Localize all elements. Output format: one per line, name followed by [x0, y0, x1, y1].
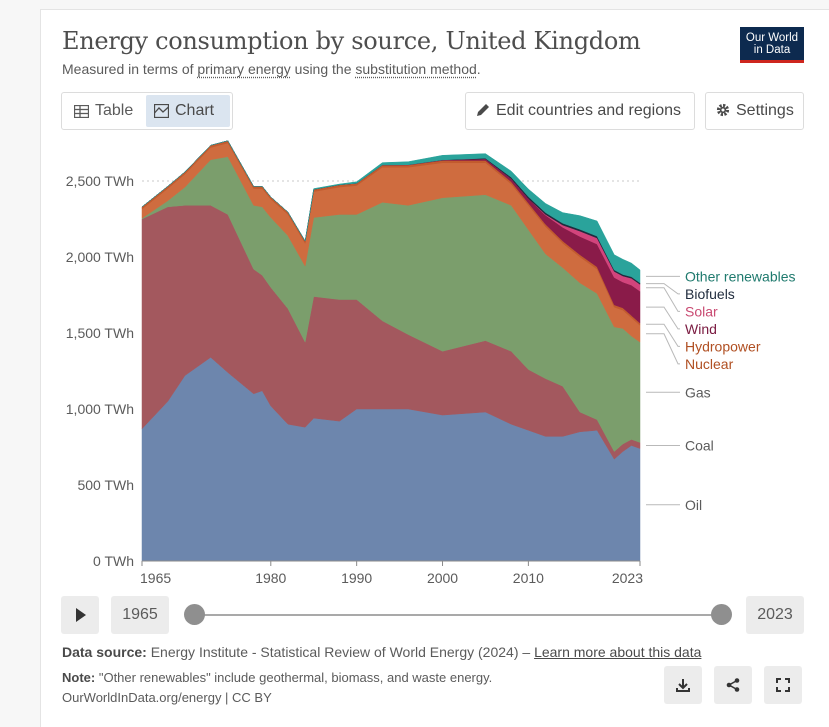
y-tick-label: 2,000 TWh — [66, 249, 134, 265]
share-button[interactable] — [714, 666, 752, 704]
stacked-area-chart: 0 TWh 500 TWh 1,000 TWh 1,500 TWh 2,000 TWh 2… — [66, 140, 796, 586]
x-tick-label: 2000 — [427, 570, 458, 586]
logo-line2: in Data — [753, 44, 791, 56]
x-tick-label: 2010 — [513, 570, 544, 586]
data-source: Data source: Energy Institute - Statisti… — [62, 644, 701, 660]
legend-leader — [646, 306, 680, 330]
x-tick-label: 1980 — [255, 570, 286, 586]
fullscreen-button[interactable] — [764, 666, 802, 704]
legend-label-other-renewables: Other renewables — [685, 268, 796, 284]
y-tick-label: 1,000 TWh — [66, 401, 134, 417]
edit-countries-button[interactable]: Edit countries and regions — [465, 92, 695, 130]
fullscreen-icon — [776, 678, 790, 692]
chart-subtitle: Measured in terms of primary energy usin… — [62, 61, 481, 77]
play-icon — [76, 608, 86, 622]
learn-more-link[interactable]: Learn more about this data — [534, 644, 702, 660]
source-text: Energy Institute - Statistical Review of… — [150, 644, 531, 660]
settings-button[interactable]: Settings — [705, 92, 804, 130]
legend-label-wind: Wind — [685, 321, 717, 337]
primary-energy-link[interactable]: primary energy — [197, 61, 291, 77]
tab-chart[interactable]: Chart — [146, 95, 230, 127]
note-label: Note: — [62, 670, 96, 685]
tab-table[interactable]: Table — [64, 95, 144, 127]
settings-label: Settings — [736, 102, 794, 119]
legend-leader — [646, 323, 680, 347]
legend-label-biofuels: Biofuels — [685, 286, 735, 302]
substitution-method-link[interactable]: substitution method — [355, 61, 477, 77]
note-text: "Other renewables" include geothermal, b… — [98, 670, 493, 685]
subtitle-text: Measured in terms of — [62, 61, 198, 77]
source-label: Data source: — [62, 644, 147, 660]
play-button[interactable] — [61, 596, 99, 634]
x-tick-label: 1965 — [140, 570, 171, 586]
legend-label-coal: Coal — [685, 437, 714, 453]
end-year-box[interactable]: 2023 — [746, 596, 804, 634]
gear-icon — [716, 103, 730, 117]
area-chart-icon — [153, 103, 170, 119]
y-tick-label: 500 TWh — [77, 477, 134, 493]
area-other-renewables — [141, 140, 641, 284]
legend-label-oil: Oil — [685, 497, 702, 513]
tab-table-label: Table — [95, 102, 134, 119]
tab-chart-label: Chart — [175, 102, 215, 119]
legend-label-nuclear: Nuclear — [685, 356, 734, 372]
subtitle-text-end: . — [476, 61, 481, 77]
share-icon — [726, 678, 740, 692]
owid-logo[interactable]: Our World in Data — [740, 27, 804, 63]
logo-line1: Our World — [745, 32, 799, 44]
edit-countries-label: Edit countries and regions — [496, 102, 681, 119]
chart-note: Note: "Other renewables" include geother… — [62, 670, 492, 685]
legend-label-solar: Solar — [685, 303, 718, 319]
legend-leader — [646, 283, 680, 295]
subtitle-text-mid: using the — [290, 61, 356, 77]
y-tick-label: 1,500 TWh — [66, 325, 134, 341]
y-tick-label: 0 TWh — [93, 553, 134, 569]
x-tick-label: 1990 — [341, 570, 372, 586]
legend-leader — [646, 333, 680, 365]
legend-label-gas: Gas — [685, 384, 711, 400]
table-icon — [73, 104, 90, 119]
pencil-icon — [477, 104, 489, 116]
license-credit[interactable]: OurWorldInData.org/energy | CC BY — [62, 690, 272, 705]
download-button[interactable] — [664, 666, 702, 704]
y-tick-label: 2,500 TWh — [66, 173, 134, 189]
download-icon — [676, 679, 690, 692]
view-switcher: Table Chart — [61, 92, 233, 130]
legend-label-hydropower: Hydropower — [685, 338, 761, 354]
timeline-track[interactable] — [194, 614, 721, 616]
timeline-start-handle[interactable] — [184, 604, 205, 625]
x-tick-label: 2023 — [612, 570, 643, 586]
timeline-end-handle[interactable] — [711, 604, 732, 625]
start-year-box[interactable]: 1965 — [111, 596, 169, 634]
chart-title: Energy consumption by source, United Kin… — [62, 27, 641, 55]
legend-leader — [646, 287, 680, 312]
